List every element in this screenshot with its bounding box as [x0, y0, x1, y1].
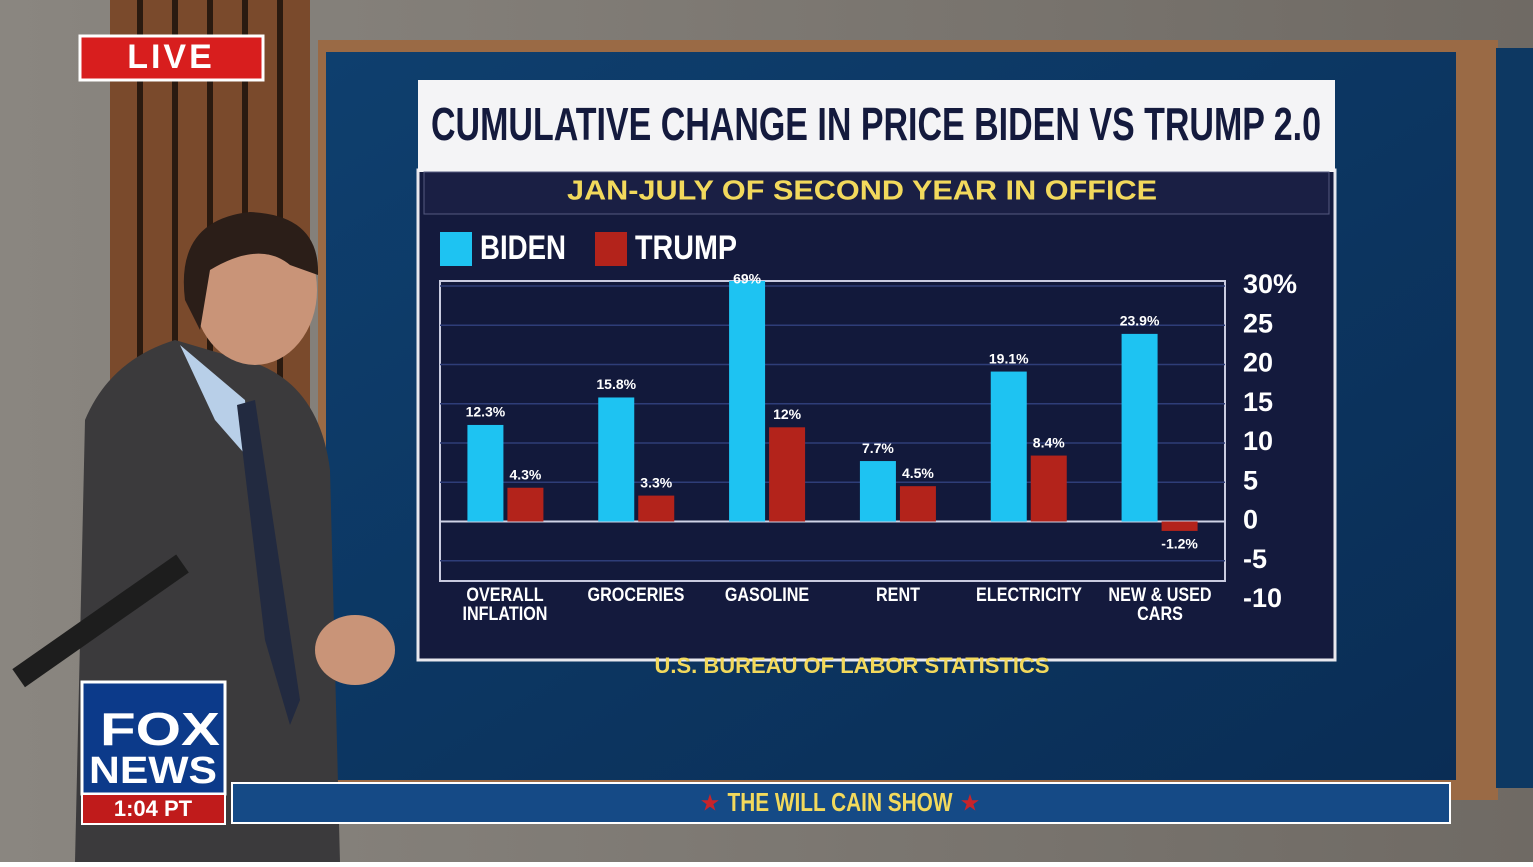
x-tick-label: GROCERIES: [587, 586, 685, 606]
value-label: -1.2%: [1161, 536, 1198, 552]
y-tick-label: 0: [1243, 505, 1258, 535]
plot-area: [439, 280, 1226, 582]
star-icon: ★: [701, 792, 719, 814]
fox-logo: [80, 680, 227, 796]
x-tick-label: GASOLINE: [724, 586, 810, 606]
value-label: 4.3%: [509, 466, 541, 482]
live-badge: [78, 34, 265, 82]
x-tick-label-box: GROCERIES: [587, 586, 685, 606]
x-tick-label: RENT: [875, 586, 920, 606]
bar: [859, 461, 896, 522]
bar: [598, 397, 635, 522]
y-tick-label: 25: [1243, 308, 1273, 338]
star-icon: ★: [961, 792, 979, 814]
side-screen: [1496, 48, 1533, 788]
value-label: 4.5%: [902, 465, 934, 481]
chart-title: CUMULATIVE CHANGE IN PRICE BIDEN VS TRUM…: [431, 98, 1321, 150]
x-tick-label-box: ELECTRICITY: [975, 586, 1082, 606]
bar: [769, 427, 806, 522]
legend-label: BIDEN: [480, 229, 566, 267]
subtitle-band: [423, 171, 1330, 215]
legend-label: TRUMP: [635, 229, 737, 267]
bar: [990, 371, 1027, 522]
value-label: 69%: [733, 271, 762, 287]
value-label: 3.3%: [640, 474, 672, 490]
x-tick-label-box: RENT: [875, 586, 920, 606]
value-label: 15.8%: [596, 376, 636, 392]
bar: [899, 486, 936, 522]
title-box: [418, 80, 1335, 172]
live-text: LIVE: [127, 38, 215, 76]
camera-arm: [12, 554, 189, 688]
y-tick-label: 5: [1243, 465, 1258, 495]
bar: [729, 281, 766, 522]
source-note: U.S. BUREAU OF LABOR STATISTICS: [655, 653, 1050, 678]
y-tick-label: 10: [1243, 426, 1273, 456]
y-tick-label: 15: [1243, 387, 1273, 417]
value-label: 12.3%: [466, 404, 506, 420]
y-tick-label: -5: [1243, 544, 1267, 574]
bars: [467, 281, 1198, 531]
bar: [1030, 455, 1067, 522]
x-tick-label: OVERALL INFLATION: [462, 586, 548, 625]
bar: [1161, 521, 1198, 531]
x-tick-label-box: NEW & USED CARS: [1107, 586, 1212, 625]
y-tick-label: 20: [1243, 348, 1273, 378]
x-tick-label-box: GASOLINE: [724, 586, 810, 606]
y-tick-label: 30%: [1243, 269, 1297, 299]
chart-subtitle: JAN-JULY OF SECOND YEAR IN OFFICE: [567, 174, 1157, 205]
show-name: THE WILL CAIN SHOW: [728, 787, 953, 817]
value-label: 7.7%: [862, 440, 894, 456]
logo-top: FOX: [100, 703, 220, 755]
bar: [638, 495, 675, 522]
clock: 1:04 PT: [114, 796, 193, 821]
x-tick-label-box: OVERALL INFLATION: [462, 586, 548, 625]
value-label: 12%: [773, 406, 802, 422]
x-tick-label: ELECTRICITY: [975, 586, 1082, 606]
bar: [1121, 333, 1158, 522]
value-label: 8.4%: [1033, 434, 1065, 450]
x-tick-label: NEW & USED CARS: [1107, 586, 1212, 625]
value-label: 23.9%: [1120, 313, 1160, 329]
value-label: 19.1%: [989, 350, 1029, 366]
bar: [507, 487, 544, 522]
show-banner: [231, 782, 1451, 824]
logo-bottom: NEWS: [89, 750, 217, 792]
legend-swatch: [440, 232, 472, 266]
y-tick-label: -10: [1243, 583, 1282, 613]
legend-swatch: [595, 232, 627, 266]
time-box: [81, 793, 226, 825]
bar: [467, 424, 504, 522]
